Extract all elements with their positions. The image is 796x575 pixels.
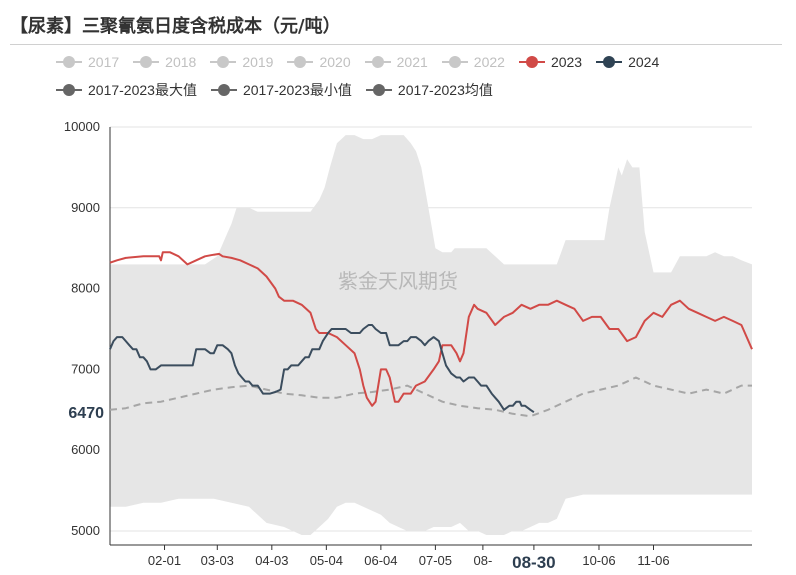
y-tick-label: 10000: [64, 119, 100, 134]
x-tick-label: 10-06: [582, 553, 615, 568]
y-tick-label: 7000: [71, 361, 100, 376]
legend-label: 2019: [242, 54, 274, 70]
legend-min[interactable]: 2017-2023最小值: [210, 81, 352, 99]
legend-row-years: 2017 2018 2019 2020 2021 2022 2023 2024: [56, 53, 673, 71]
legend-marker-icon: [518, 55, 545, 69]
x-tick-label: 05-04: [310, 553, 343, 568]
legend-marker-icon: [56, 83, 82, 97]
legend-marker-icon: [210, 55, 237, 69]
y-tick-label: 5000: [71, 523, 100, 538]
series-lines: [109, 251, 753, 418]
legend-label: 2023: [550, 54, 583, 70]
x-tick-label: 04-03: [255, 553, 288, 568]
series-2024-line: [109, 324, 535, 414]
legend-2022[interactable]: 2022: [441, 53, 505, 71]
x-tick-label-highlighted: 08-30: [512, 553, 555, 572]
legend-marker-icon: [365, 83, 392, 97]
legend-2023[interactable]: 2023: [518, 53, 583, 71]
legend-marker-icon: [441, 55, 468, 69]
x-tick-label: 06-04: [364, 553, 397, 568]
max-min-range-band: [110, 135, 752, 535]
legend-label: 2017-2023最小值: [242, 82, 352, 98]
chart-title: 【尿素】三聚氰氨日度含税成本（元/吨）: [10, 16, 341, 37]
legend-2019[interactable]: 2019: [210, 53, 273, 71]
y-tick-label: 6000: [71, 442, 100, 457]
legend-2017[interactable]: 2017: [56, 53, 119, 71]
legend-label: 2024: [628, 54, 660, 70]
legend-row-stats: 2017-2023最大值 2017-2023最小值 2017-2023均值: [56, 81, 507, 99]
legend-2024[interactable]: 2024: [596, 53, 659, 71]
x-tick-label: 03-03: [201, 553, 234, 568]
last-value-label: 6470: [68, 405, 104, 422]
legend-label: 2017: [88, 54, 120, 70]
legend-label: 2018: [165, 54, 197, 70]
x-tick-label: 08-: [473, 553, 492, 568]
legend-label: 2020: [319, 54, 351, 70]
legend-label: 2021: [396, 54, 428, 70]
legend-max[interactable]: 2017-2023最大值: [56, 81, 197, 99]
y-tick-label: 9000: [71, 200, 100, 215]
axes: [109, 127, 752, 550]
watermark: 紫金天风期货: [338, 269, 458, 293]
legend-2020[interactable]: 2020: [287, 53, 351, 71]
title-divider: [10, 44, 782, 45]
legend-marker-icon: [133, 55, 160, 69]
legend-label: 2017-2023均值: [397, 82, 493, 98]
legend-label: 2017-2023最大值: [88, 82, 197, 98]
legend-mean[interactable]: 2017-2023均值: [365, 81, 493, 99]
series-2023-line: [109, 251, 753, 407]
legend-2018[interactable]: 2018: [133, 53, 196, 71]
legend-marker-icon: [364, 55, 391, 69]
legend-marker-icon: [596, 55, 623, 69]
y-tick-label: 8000: [71, 281, 100, 296]
legend-2021[interactable]: 2021: [364, 53, 428, 71]
x-tick-label: 11-06: [637, 553, 669, 568]
x-tick-label: 07-05: [419, 553, 452, 568]
legend-marker-icon: [210, 83, 237, 97]
range-band: [110, 135, 752, 535]
legend-marker-icon: [287, 55, 314, 69]
tick-labels: 5000 6000 7000 8000 9000 10000 紫金天风期货 6470 02-01…: [64, 119, 670, 572]
mean-series-line: [109, 376, 752, 418]
x-tick-label: 02-01: [148, 553, 181, 568]
legend-label: 2022: [473, 54, 505, 70]
legend-marker-icon: [56, 55, 82, 69]
